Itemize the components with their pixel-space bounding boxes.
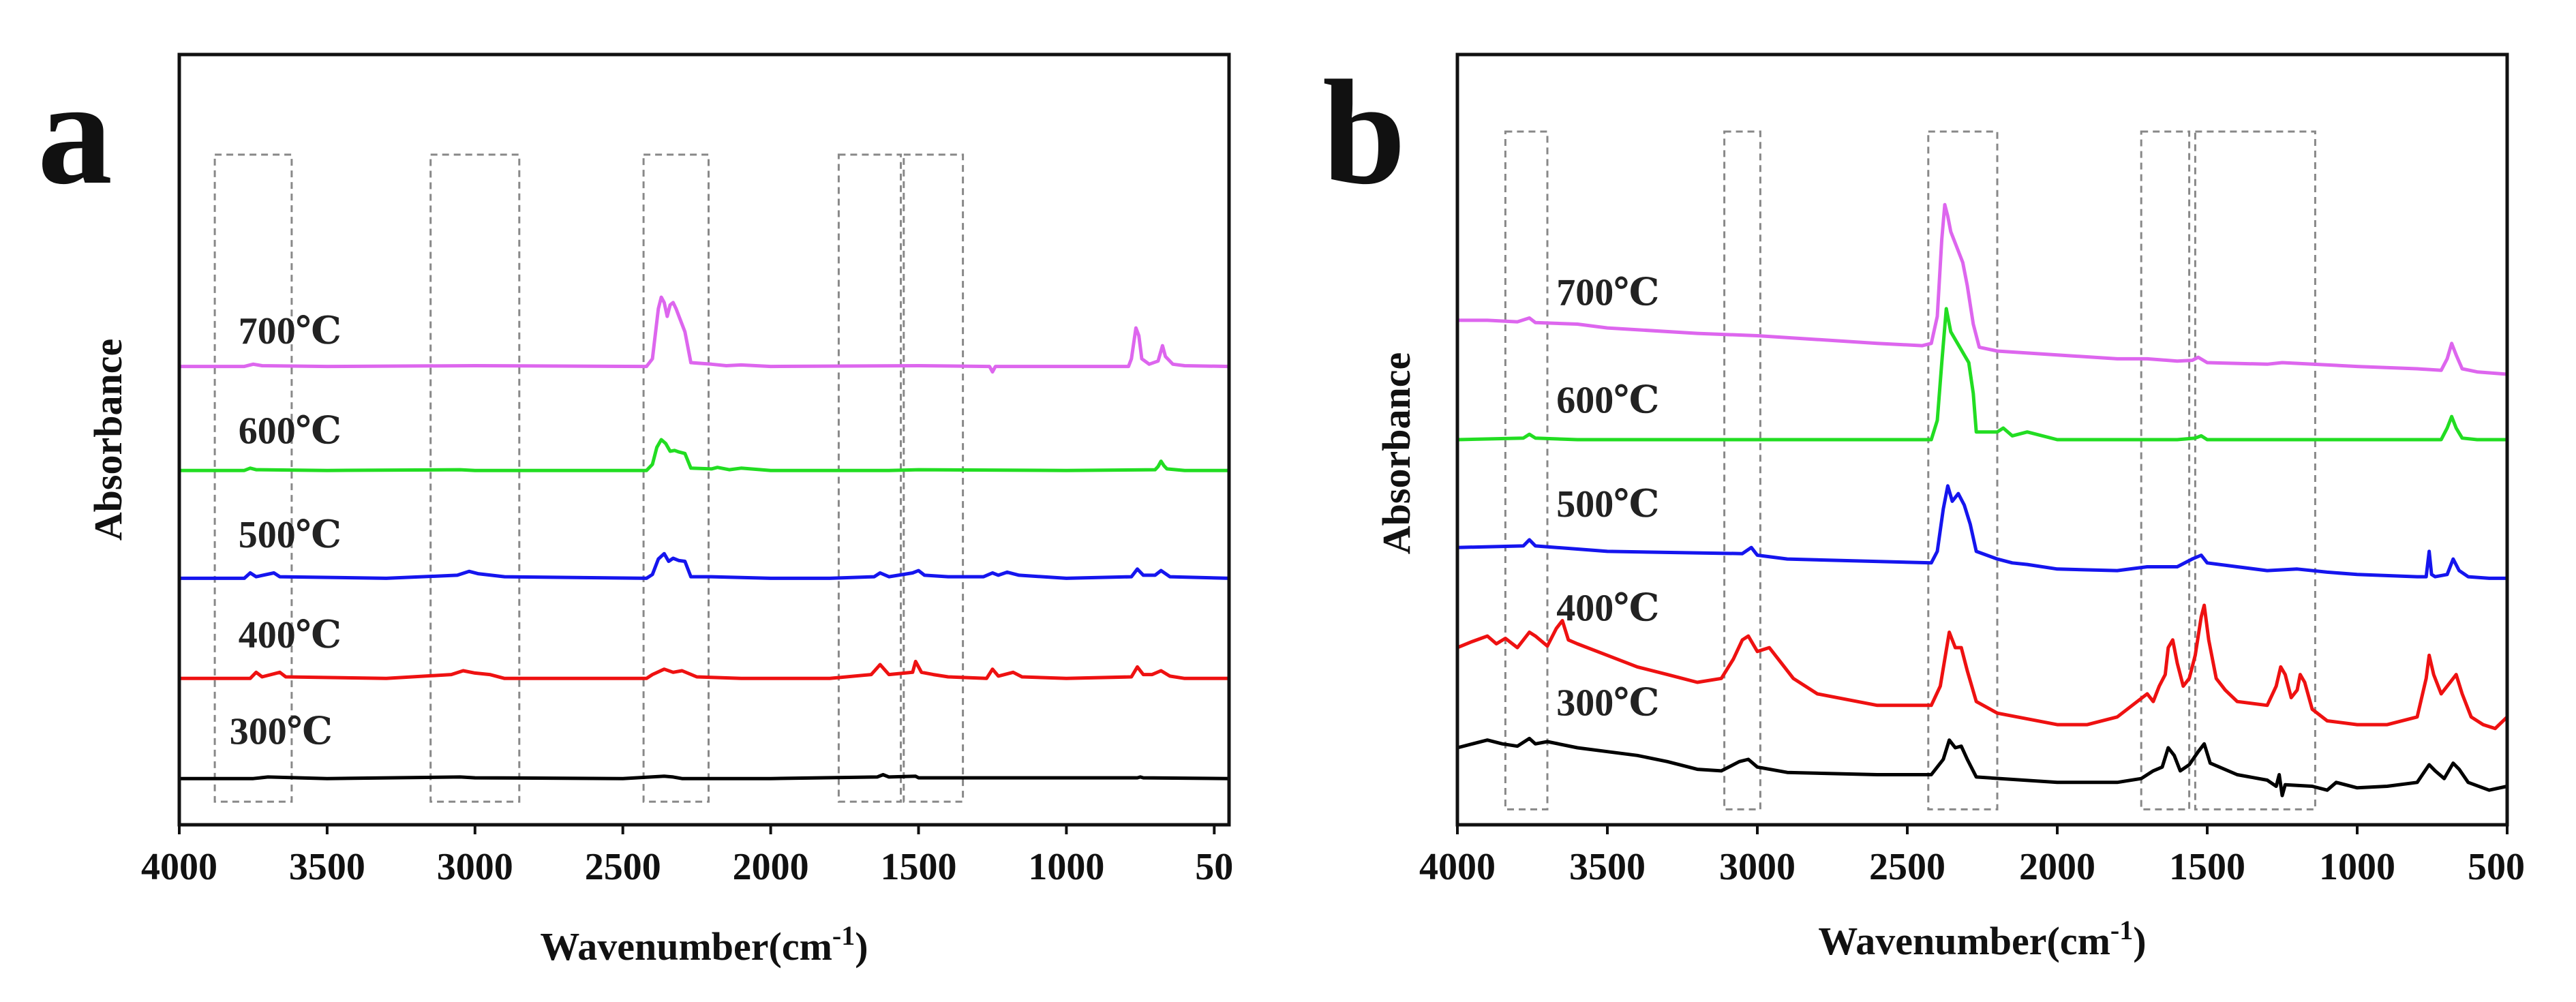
y-axis-title-a: Absorbance <box>86 339 130 541</box>
trace-label-500c: 500℃ <box>239 514 342 556</box>
x-tick-label-3000: 3000 <box>437 846 513 888</box>
highlight-region-5 <box>903 153 965 803</box>
trace-500c <box>1455 484 2509 580</box>
highlight-region-5 <box>2194 130 2316 810</box>
y-axis-title-b: Absorbance <box>1374 352 1419 554</box>
highlight-region-1 <box>1504 130 1549 810</box>
trace-500c <box>177 551 1231 580</box>
x-tick-label-1500: 1500 <box>881 846 957 888</box>
x-tick-label-2500: 2500 <box>585 846 661 888</box>
plot-frame-b <box>1455 52 2509 827</box>
highlight-regions-a <box>213 153 965 803</box>
series-group-a: 300℃ 400℃ 500℃ 600℃ 700℃ <box>177 295 1231 780</box>
trace-400c <box>177 659 1231 680</box>
trace-label-700c: 700℃ <box>239 310 342 352</box>
x-tick-label-500: 50 <box>1195 846 1233 888</box>
trace-label-600c: 600℃ <box>239 410 342 453</box>
trace-label-400c: 400℃ <box>1556 588 1659 630</box>
x-tick-label-3000: 3000 <box>1719 846 1795 888</box>
x-axis-title-a: Wavenumber(cm-1) <box>540 920 868 969</box>
trace-600c <box>1455 307 2509 442</box>
trace-label-300c: 300℃ <box>230 710 333 753</box>
trace-label-600c: 600℃ <box>1556 380 1659 422</box>
plot-frame-a <box>177 52 1231 827</box>
x-tick-label-4000: 4000 <box>141 846 217 888</box>
highlight-region-1 <box>213 153 293 803</box>
panel-b: b 300℃ 400℃ 500℃ 600℃ 700℃ 4000 3500 3000 2500 2… <box>1322 49 2525 963</box>
highlight-region-2 <box>1723 130 1761 810</box>
x-tick-label-1000: 1000 <box>2319 846 2395 888</box>
trace-label-300c: 300℃ <box>1556 682 1659 725</box>
highlight-regions-b <box>1504 130 2316 810</box>
highlight-region-4 <box>837 153 903 803</box>
x-tick-label-1000: 1000 <box>1028 846 1104 888</box>
trace-label-500c: 500℃ <box>1556 483 1659 526</box>
trace-300c <box>177 773 1231 780</box>
panel-a: a 300℃ 400℃ 500℃ 600℃ 700℃ 4000 3500 3000 2500 2… <box>37 49 1233 969</box>
x-ticks-a: 4000 3500 3000 2500 2000 1500 1000 50 <box>141 825 1233 888</box>
series-group-b: 300℃ 400℃ 500℃ 600℃ 700℃ <box>1455 202 2509 798</box>
trace-400c <box>1455 603 2509 731</box>
x-ticks-b: 4000 3500 3000 2500 2000 1500 1000 500 <box>1419 825 2525 888</box>
trace-600c <box>177 438 1231 472</box>
x-tick-label-1500: 1500 <box>2169 846 2245 888</box>
x-tick-label-500: 500 <box>2468 846 2525 888</box>
x-axis-title-b: Wavenumber(cm-1) <box>1818 915 2146 963</box>
panel-a-letter: a <box>37 49 112 215</box>
highlight-region-3 <box>1927 130 1999 810</box>
trace-700c <box>1455 202 2509 376</box>
x-tick-label-2000: 2000 <box>733 846 809 888</box>
highlight-region-3 <box>642 153 710 803</box>
x-tick-label-2000: 2000 <box>2019 846 2095 888</box>
highlight-region-4 <box>2140 130 2191 810</box>
x-tick-label-4000: 4000 <box>1419 846 1496 888</box>
panel-b-letter: b <box>1322 49 1406 215</box>
trace-label-400c: 400℃ <box>239 614 342 656</box>
trace-label-700c: 700℃ <box>1556 271 1659 314</box>
trace-700c <box>177 295 1231 374</box>
x-tick-label-3500: 3500 <box>289 846 365 888</box>
trace-300c <box>1455 736 2509 798</box>
highlight-region-2 <box>429 153 521 803</box>
x-tick-label-2500: 2500 <box>1869 846 1945 888</box>
x-tick-label-3500: 3500 <box>1569 846 1646 888</box>
